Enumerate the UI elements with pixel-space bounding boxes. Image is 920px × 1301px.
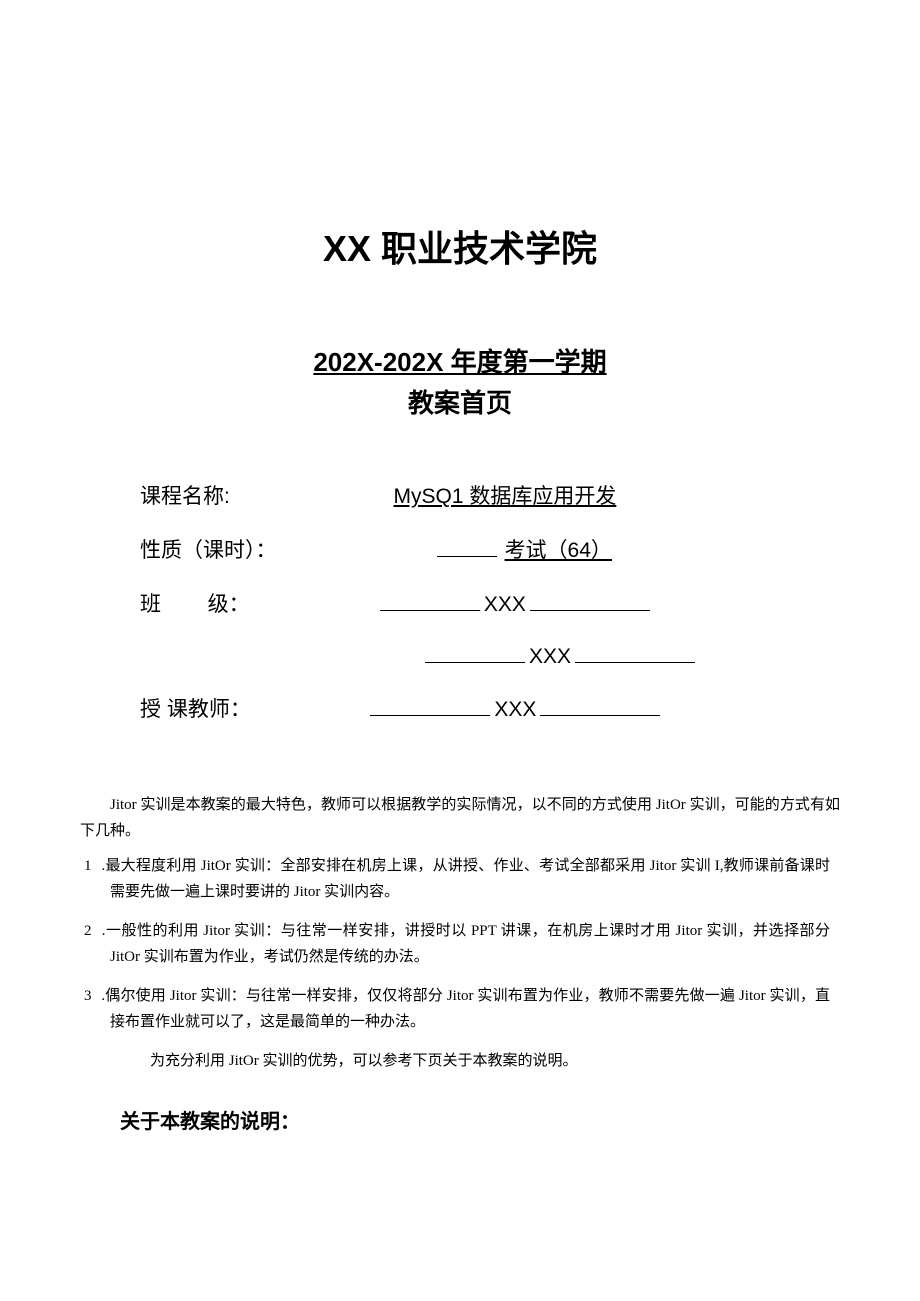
class-value-2: XXX bbox=[525, 645, 575, 669]
school-title: XX 职业技术学院 bbox=[60, 220, 860, 272]
doc-type-line: 教案首页 bbox=[60, 383, 860, 420]
body-text: Jitor 实训是本教案的最大特色，教师可以根据教学的实际情况，以不同的方式使用… bbox=[60, 793, 860, 1139]
section-heading: 关于本教案的说明： bbox=[60, 1105, 860, 1139]
list-item-text: .偶尔使用 Jitor 实训：与往常一样安排，仅仅将部分 Jitor 实训布置为… bbox=[98, 988, 831, 1030]
class-label: 班 级： bbox=[140, 588, 250, 618]
numbered-list: 1 .最大程度利用 JitOr 实训：全部安排在机房上课，从讲授、作业、考试全部… bbox=[60, 854, 860, 1035]
row-class: 班 级： XXX bbox=[140, 588, 780, 618]
row-course-name: 课程名称: MySQ1 数据库应用开发 bbox=[140, 480, 780, 510]
underline-fill bbox=[530, 590, 650, 611]
subtitle-block: 202X-202X 年度第一学期 教案首页 bbox=[60, 342, 860, 420]
list-item: 2 .一般性的利用 Jitor 实训：与往常一样安排，讲授时以 PPT 讲课，在… bbox=[60, 919, 860, 970]
list-item-number: 2 bbox=[84, 923, 98, 939]
underline-fill bbox=[380, 590, 480, 611]
course-name-value: MySQ1 数据库应用开发 bbox=[385, 485, 624, 508]
info-block: 课程名称: MySQ1 数据库应用开发 性质（课时）： 考试（64） 班 级： … bbox=[140, 480, 780, 723]
semester-line: 202X-202X 年度第一学期 bbox=[60, 342, 860, 379]
underline-fill bbox=[370, 695, 490, 716]
list-item-number: 3 bbox=[84, 988, 98, 1004]
teacher-label: 授 课教师： bbox=[140, 693, 251, 723]
row-class-2: XXX bbox=[140, 642, 780, 669]
underline-fill bbox=[437, 536, 497, 557]
class-value-1: XXX bbox=[480, 593, 530, 617]
closing-paragraph: 为充分利用 JitOr 实训的优势，可以参考下页关于本教案的说明。 bbox=[60, 1049, 860, 1075]
nature-label: 性质（课时）： bbox=[140, 534, 277, 564]
list-item: 1 .最大程度利用 JitOr 实训：全部安排在机房上课，从讲授、作业、考试全部… bbox=[60, 854, 860, 905]
underline-fill bbox=[425, 642, 525, 663]
underline-fill bbox=[575, 642, 695, 663]
list-item-number: 1 bbox=[84, 858, 98, 874]
list-item-text: .一般性的利用 Jitor 实训：与往常一样安排，讲授时以 PPT 讲课，在机房… bbox=[98, 923, 831, 965]
row-teacher: 授 课教师： XXX bbox=[140, 693, 780, 723]
underline-fill bbox=[540, 695, 660, 716]
list-item: 3 .偶尔使用 Jitor 实训：与往常一样安排，仅仅将部分 Jitor 实训布… bbox=[60, 984, 860, 1035]
nature-value: 考试（64） bbox=[497, 534, 620, 564]
row-nature: 性质（课时）： 考试（64） bbox=[140, 534, 780, 564]
list-item-text: .最大程度利用 JitOr 实训：全部安排在机房上课，从讲授、作业、考试全部都采… bbox=[98, 858, 831, 900]
intro-paragraph: Jitor 实训是本教案的最大特色，教师可以根据教学的实际情况，以不同的方式使用… bbox=[60, 793, 860, 844]
course-name-label: 课程名称: bbox=[140, 480, 230, 510]
teacher-value: XXX bbox=[490, 698, 540, 722]
